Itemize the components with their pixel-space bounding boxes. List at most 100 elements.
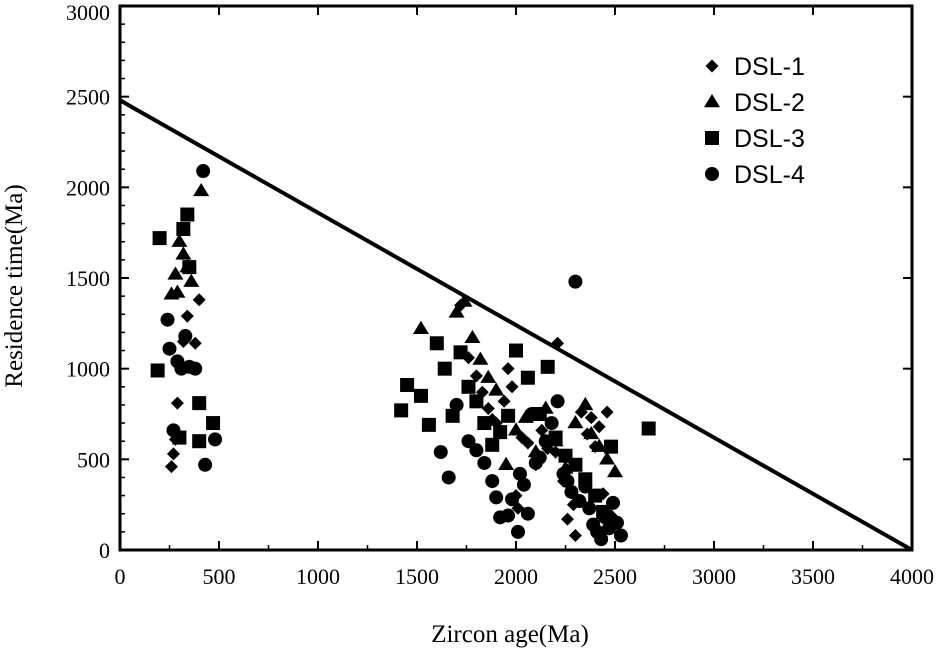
data-point	[567, 415, 584, 429]
data-point	[498, 456, 515, 470]
reference-line	[119, 98, 913, 552]
data-point	[572, 494, 587, 509]
data-point	[521, 436, 535, 450]
data-point	[524, 407, 539, 421]
y-tick-label: 0	[99, 538, 110, 563]
data-point	[464, 329, 481, 344]
data-point	[192, 434, 207, 449]
data-point	[609, 515, 624, 530]
data-point	[594, 532, 609, 547]
data-point	[641, 421, 656, 436]
data-point	[583, 425, 600, 440]
data-point	[162, 341, 177, 356]
x-tick-label: 3000	[692, 564, 736, 589]
legend-marker	[705, 167, 719, 181]
data-point	[560, 512, 574, 526]
data-point	[180, 207, 195, 222]
data-point	[485, 474, 500, 489]
data-point	[433, 445, 448, 460]
y-tick-label: 2500	[66, 85, 110, 110]
data-point	[469, 443, 484, 458]
data-point	[152, 231, 167, 246]
y-tick-label: 1500	[66, 266, 110, 291]
tick-layer: 0 500 1000 1500 2000 2500 3000 3500 4000 0 500 1000…	[66, 0, 934, 589]
data-point	[493, 425, 508, 440]
data-point	[477, 416, 492, 431]
data-point	[166, 423, 181, 438]
data-point	[516, 477, 531, 492]
y-tick-label: 1000	[66, 357, 110, 382]
x-axis-title: Zircon age(Ma)	[431, 621, 589, 648]
plot-layer	[119, 98, 913, 552]
data-point	[497, 394, 511, 408]
legend: DSL-1 DSL-2 DSL-3 DSL-4	[704, 53, 805, 189]
data-point	[604, 439, 619, 454]
data-point	[508, 422, 524, 436]
data-point	[505, 380, 519, 394]
data-point	[540, 359, 555, 374]
x-tick-label: 2000	[494, 564, 538, 589]
data-point	[169, 284, 186, 298]
data-point	[535, 423, 549, 437]
data-point	[560, 474, 575, 489]
data-point	[150, 363, 165, 378]
x-tick-label: 1500	[395, 564, 439, 589]
legend-item: DSL-3	[705, 125, 805, 153]
data-point	[166, 447, 180, 461]
data-point	[192, 396, 207, 411]
y-axis-title: Residence time(Ma)	[1, 184, 28, 387]
y-tick-label: 500	[77, 447, 110, 472]
x-tick-label: 500	[203, 564, 236, 589]
data-point	[607, 464, 623, 478]
data-point	[198, 457, 213, 472]
legend-label: DSL-3	[734, 125, 805, 153]
data-point	[538, 434, 553, 449]
data-point	[412, 320, 429, 334]
legend-item: DSL-1	[705, 53, 805, 81]
data-point	[456, 293, 473, 307]
legend-label: DSL-1	[734, 53, 805, 81]
data-point	[180, 309, 194, 323]
data-point	[208, 432, 223, 447]
x-tick-label: 2500	[593, 564, 637, 589]
data-point	[489, 490, 504, 505]
data-point	[520, 506, 535, 521]
series-DSL-4	[160, 164, 628, 547]
series-DSL-3	[150, 207, 656, 519]
legend-label: DSL-4	[734, 161, 805, 189]
data-point	[505, 492, 520, 507]
data-point	[520, 370, 535, 385]
data-point	[206, 416, 221, 431]
data-point	[584, 411, 598, 425]
data-point	[510, 524, 525, 539]
data-point	[421, 417, 436, 432]
data-point	[592, 420, 606, 434]
data-point	[182, 260, 197, 275]
data-point	[578, 479, 593, 494]
data-point	[613, 528, 628, 543]
data-point	[164, 460, 178, 474]
data-point	[606, 495, 621, 510]
legend-item: DSL-4	[705, 161, 805, 189]
data-point	[532, 450, 547, 465]
data-point	[192, 293, 206, 307]
data-point	[568, 274, 583, 289]
data-point	[501, 362, 515, 376]
data-point	[591, 438, 608, 452]
data-point	[196, 164, 211, 179]
data-point	[511, 501, 525, 515]
data-point	[564, 484, 579, 499]
data-point	[183, 273, 200, 287]
data-point	[449, 397, 464, 412]
data-point	[501, 408, 516, 423]
data-point	[600, 405, 614, 419]
data-point	[485, 437, 500, 452]
data-point	[400, 377, 415, 392]
data-point	[461, 434, 476, 449]
data-point	[178, 329, 193, 344]
data-point	[175, 246, 192, 260]
data-point	[577, 396, 594, 411]
data-point	[582, 501, 597, 516]
data-point	[445, 408, 460, 423]
